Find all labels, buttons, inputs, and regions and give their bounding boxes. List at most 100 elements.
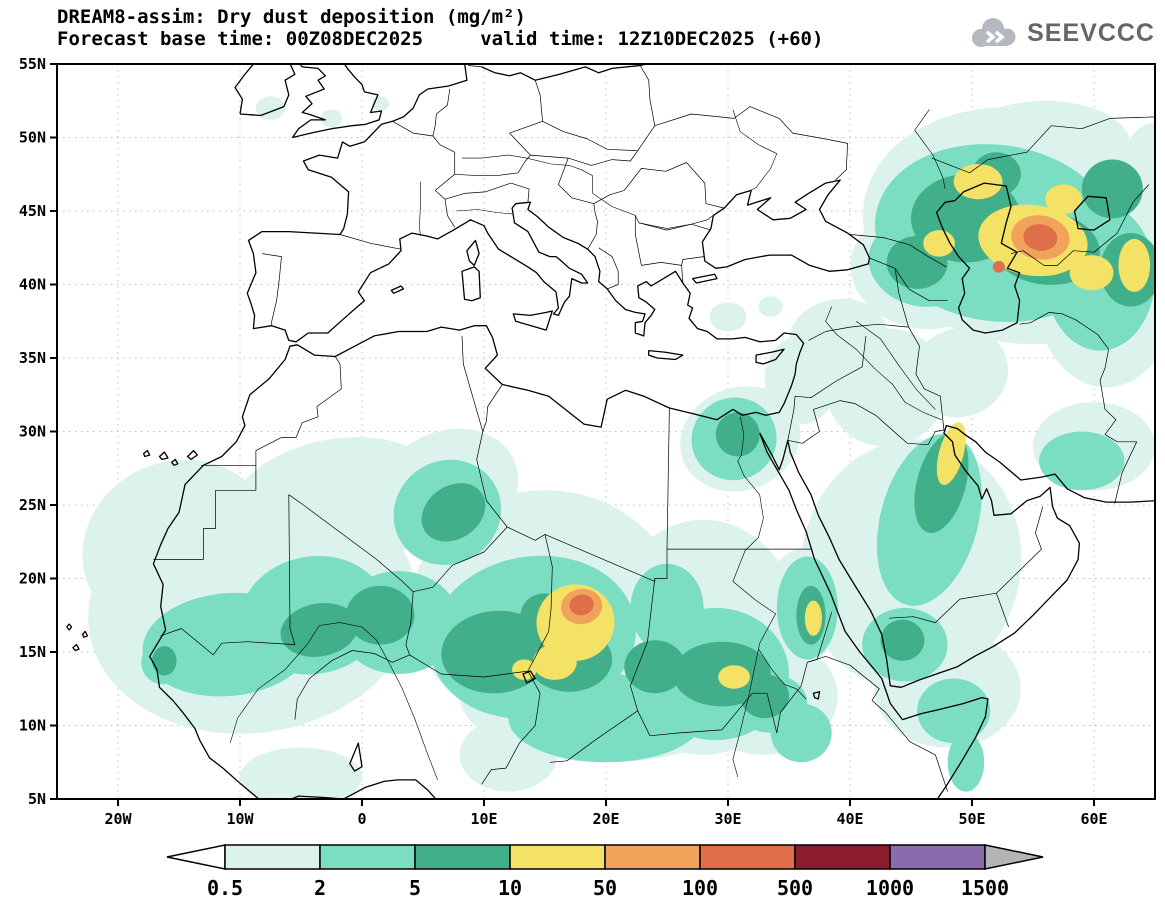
dust-region-0.5 [320, 109, 343, 128]
axis-layer: 55N 50N 45N 40N 35N 30N 25N 20N 15N 10N 5N 20W 10W 0 1… [19, 55, 1156, 828]
colorbar-segment [414, 844, 511, 870]
country-border [160, 494, 304, 656]
country-border [787, 400, 944, 446]
colorbar-label: 1000 [866, 876, 914, 900]
dust-region-10 [804, 600, 822, 636]
coastline [239, 64, 296, 117]
colorbar-segment [889, 844, 986, 870]
coastline [755, 348, 785, 365]
lat-tick-label: 10N [19, 717, 46, 735]
lat-tick-label: 40N [19, 276, 46, 294]
dust-region-2 [947, 732, 985, 792]
lat-tick-label: 35N [19, 349, 46, 367]
river [758, 648, 807, 700]
country-border [303, 504, 508, 593]
cloud-icon [972, 18, 1016, 47]
dust-region-5 [740, 674, 789, 719]
country-border [634, 215, 704, 266]
coastline [390, 285, 405, 294]
dust-region-5 [280, 603, 359, 657]
coastline [1073, 195, 1111, 231]
country-border [434, 174, 455, 228]
colorbar-arrow-right [984, 844, 1044, 870]
country-border [409, 654, 541, 785]
coastline [812, 691, 821, 700]
river [455, 209, 513, 215]
country-border [931, 116, 1155, 174]
colorbar-segment [794, 844, 891, 870]
colorbar-arrow-left [166, 844, 226, 870]
country-border [261, 253, 282, 326]
coastline [403, 64, 468, 118]
coastline [72, 643, 80, 652]
dust-region-100 [569, 594, 594, 616]
dust-region-0.5 [709, 302, 747, 332]
coastline [66, 623, 73, 631]
country-border [339, 234, 402, 250]
lat-tick-label: 20N [19, 570, 46, 588]
coastline [142, 449, 151, 458]
country-border [593, 162, 725, 209]
colorbar-segment [224, 844, 321, 870]
dust-region-5 [152, 646, 177, 676]
colorbar-segment [319, 844, 416, 870]
dust-region-5 [880, 619, 925, 661]
dust-region-2 [1039, 431, 1125, 491]
coastline [481, 64, 650, 81]
coastline [691, 273, 718, 284]
colorbar-label: 0.5 [207, 876, 243, 900]
colorbar-segment [604, 844, 701, 870]
country-border [454, 132, 531, 177]
dust-layer [82, 96, 1155, 799]
dust-region-10 [532, 644, 577, 680]
colorbar-segment [509, 844, 606, 870]
country-border [201, 356, 342, 466]
coastline [292, 64, 383, 139]
lon-tick-label: 20E [592, 810, 619, 828]
coastline [701, 179, 871, 272]
country-border [908, 326, 945, 431]
coastline [466, 239, 480, 267]
dust-region-0.5 [240, 747, 362, 799]
colorbar-label: 100 [682, 876, 718, 900]
country-border [1019, 312, 1138, 504]
dust-region-10 [1118, 238, 1151, 292]
dust-region-0.5 [758, 296, 783, 317]
lon-tick-label: 30E [714, 810, 741, 828]
country-border [630, 578, 656, 736]
dust-region-10 [1045, 184, 1082, 214]
coastline-layer [66, 64, 1155, 799]
figure-title: DREAM8-assim: Dry dust deposition (mg/m²… [57, 6, 526, 28]
country-border [849, 234, 947, 268]
coastline [461, 266, 481, 302]
seevccc-logo: SEEVCCC [968, 16, 1155, 50]
colorbar-label: 10 [498, 876, 522, 900]
lat-tick-label: 45N [19, 202, 46, 220]
country-border [888, 592, 1009, 628]
country-border [153, 465, 257, 560]
lat-tick-label: 15N [19, 643, 46, 661]
country-border [558, 157, 598, 250]
country-border [808, 323, 909, 341]
coastline [512, 310, 553, 331]
lat-tick-label: 50N [19, 129, 46, 147]
coastline [759, 432, 989, 799]
dust-region-5 [1081, 159, 1143, 219]
lat-tick-label: 30N [19, 423, 46, 441]
country-border [530, 150, 638, 166]
country-border [444, 182, 530, 203]
country-border [894, 268, 948, 302]
coastline [186, 449, 198, 461]
country-border [527, 534, 553, 672]
colorbar: 0.5 2 5 10 50 100 500 1000 1500 [166, 844, 1044, 900]
river [732, 416, 776, 650]
figure-subtitle: Forecast base time: 00Z08DEC2025 valid t… [57, 28, 824, 50]
dust-region-2 [770, 703, 832, 763]
dust-region-2 [917, 678, 991, 744]
lon-tick-label: 10W [226, 810, 254, 828]
border-layer [153, 65, 1155, 792]
lon-tick-label: 20W [104, 810, 132, 828]
lon-tick-label: 10E [470, 810, 497, 828]
dust-region-5 [715, 412, 760, 457]
